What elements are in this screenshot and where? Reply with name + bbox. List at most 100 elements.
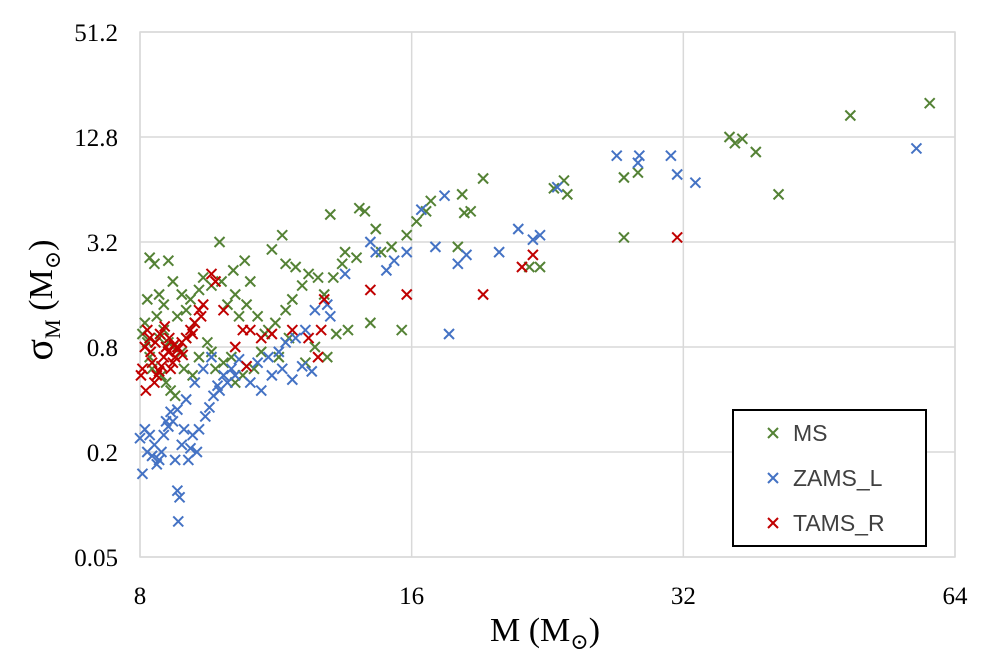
- marker-stroke: [750, 146, 762, 158]
- x-tick-label: 8: [134, 583, 147, 610]
- marker-stroke: [229, 341, 241, 353]
- data-point: [458, 207, 471, 219]
- marker-stroke: [923, 97, 936, 109]
- x-tick-label: 64: [943, 583, 969, 610]
- data-point: [279, 336, 292, 349]
- data-point: [205, 351, 218, 363]
- marker-stroke: [193, 423, 205, 435]
- data-point: [180, 304, 192, 316]
- marker-stroke: [327, 271, 339, 284]
- marker-stroke: [299, 324, 312, 336]
- marker-stroke: [364, 236, 377, 248]
- marker-stroke: [286, 293, 299, 306]
- marker-stroke: [279, 304, 292, 316]
- marker-stroke: [671, 231, 683, 244]
- marker-stroke: [229, 288, 241, 301]
- data-point: [353, 202, 366, 214]
- marker-stroke: [149, 336, 162, 349]
- data-point: [255, 332, 267, 344]
- data-point: [359, 205, 371, 217]
- marker-stroke: [240, 298, 253, 311]
- data-point: [201, 336, 214, 349]
- marker-stroke: [141, 293, 153, 306]
- data-point: [172, 515, 184, 528]
- marker-stroke: [689, 177, 702, 189]
- data-point: [415, 204, 428, 216]
- marker-stroke: [239, 254, 251, 267]
- marker-stroke: [209, 363, 222, 375]
- marker-stroke: [180, 304, 192, 316]
- data-point: [158, 320, 171, 333]
- marker-stroke: [458, 207, 471, 219]
- data-point: [370, 223, 382, 235]
- data-series: [134, 97, 936, 528]
- marker-stroke: [139, 317, 151, 329]
- data-point: [364, 284, 377, 296]
- marker-stroke: [443, 328, 455, 340]
- series-zams-l: [134, 142, 923, 528]
- marker-stroke: [516, 261, 528, 273]
- marker-stroke: [158, 429, 170, 441]
- marker-stroke: [736, 133, 749, 145]
- marker-stroke: [143, 332, 156, 344]
- data-point: [286, 293, 299, 306]
- data-point: [153, 288, 165, 301]
- marker-stroke: [318, 293, 330, 306]
- marker-stroke: [143, 252, 156, 264]
- legend-marker: [767, 472, 779, 484]
- marker-stroke: [551, 181, 564, 193]
- marker-stroke: [306, 365, 318, 378]
- marker-stroke: [262, 351, 275, 363]
- data-point: [193, 351, 205, 363]
- data-point: [321, 298, 333, 311]
- data-point: [527, 249, 539, 261]
- marker-stroke: [163, 332, 175, 344]
- marker-stroke: [729, 137, 741, 149]
- data-point: [632, 166, 644, 179]
- data-point: [302, 268, 315, 280]
- marker-stroke: [767, 517, 779, 529]
- data-point: [456, 188, 468, 201]
- data-point: [364, 317, 377, 329]
- data-point: [144, 346, 157, 358]
- y-tick-label: 0.8: [87, 335, 118, 362]
- marker-stroke: [146, 357, 158, 369]
- data-point: [167, 357, 179, 369]
- marker-stroke: [184, 324, 197, 336]
- data-point: [184, 293, 197, 306]
- marker-stroke: [527, 249, 539, 261]
- marker-stroke: [534, 229, 546, 241]
- marker-stroke: [255, 346, 267, 358]
- data-point: [527, 233, 539, 246]
- data-point: [296, 279, 308, 292]
- data-point: [139, 317, 151, 329]
- marker-stroke: [193, 284, 205, 296]
- marker-stroke: [251, 357, 264, 369]
- data-point: [213, 236, 226, 248]
- marker-stroke: [296, 360, 308, 373]
- data-point: [370, 246, 382, 258]
- marker-stroke: [618, 231, 630, 244]
- marker-stroke: [153, 288, 165, 301]
- data-point: [139, 423, 151, 435]
- data-point: [516, 261, 528, 273]
- data-point: [493, 246, 505, 258]
- marker-stroke: [167, 357, 179, 369]
- data-point: [380, 264, 393, 277]
- marker-stroke: [665, 149, 677, 162]
- marker-stroke: [420, 205, 432, 217]
- data-point: [217, 304, 230, 316]
- marker-stroke: [324, 310, 336, 322]
- marker-stroke: [151, 458, 163, 471]
- data-point: [299, 324, 312, 336]
- y-tick-label: 51.2: [74, 20, 118, 47]
- data-point: [266, 328, 278, 340]
- data-point: [561, 188, 574, 201]
- marker-stroke: [388, 254, 400, 267]
- data-point: [180, 393, 192, 406]
- data-point: [176, 349, 189, 361]
- data-point: [209, 275, 222, 288]
- data-point: [135, 369, 147, 382]
- marker-stroke: [162, 254, 175, 267]
- marker-stroke: [217, 304, 230, 316]
